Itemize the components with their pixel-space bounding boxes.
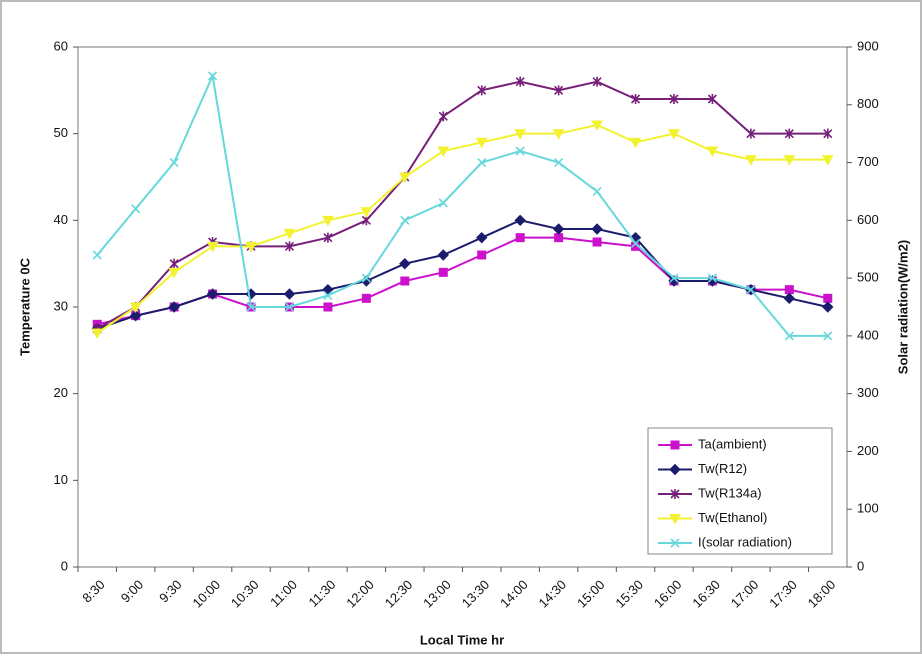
- marker: [478, 251, 486, 259]
- y-tick-label: 30: [54, 298, 68, 313]
- marker: [555, 234, 563, 242]
- y-tick-label: 20: [54, 385, 68, 400]
- y2-tick-label: 900: [857, 38, 879, 53]
- y-tick-label: 50: [54, 125, 68, 140]
- marker: [401, 277, 409, 285]
- y2-tick-label: 400: [857, 327, 879, 342]
- y2-tick-label: 100: [857, 501, 879, 516]
- y-tick-label: 10: [54, 472, 68, 487]
- y2-tick-label: 500: [857, 270, 879, 285]
- marker: [516, 234, 524, 242]
- y-tick-label: 0: [61, 558, 68, 573]
- marker: [439, 268, 447, 276]
- legend-marker: [671, 441, 679, 449]
- x-axis-title: Local Time hr: [420, 632, 504, 647]
- marker: [824, 294, 832, 302]
- legend-label: Tw(Ethanol): [698, 510, 767, 525]
- marker: [785, 286, 793, 294]
- legend-label: I(solar radiation): [698, 534, 792, 549]
- y-axis-title: Temperature 0C: [17, 257, 32, 356]
- y2-tick-label: 0: [857, 558, 864, 573]
- y2-axis-title: Solar radiation(W/m2): [895, 240, 910, 374]
- y2-tick-label: 700: [857, 154, 879, 169]
- legend-label: Ta(ambient): [698, 436, 767, 451]
- marker: [324, 303, 332, 311]
- y2-tick-label: 300: [857, 385, 879, 400]
- y-tick-label: 40: [54, 212, 68, 227]
- y-tick-label: 60: [54, 38, 68, 53]
- legend-label: Tw(R12): [698, 461, 747, 476]
- marker: [593, 238, 601, 246]
- y2-tick-label: 800: [857, 96, 879, 111]
- chart: Temperature 0C Solar radiation(W/m2) Loc…: [0, 0, 922, 654]
- y2-tick-label: 600: [857, 212, 879, 227]
- y2-tick-label: 200: [857, 443, 879, 458]
- legend-label: Tw(R134a): [698, 485, 762, 500]
- marker: [362, 294, 370, 302]
